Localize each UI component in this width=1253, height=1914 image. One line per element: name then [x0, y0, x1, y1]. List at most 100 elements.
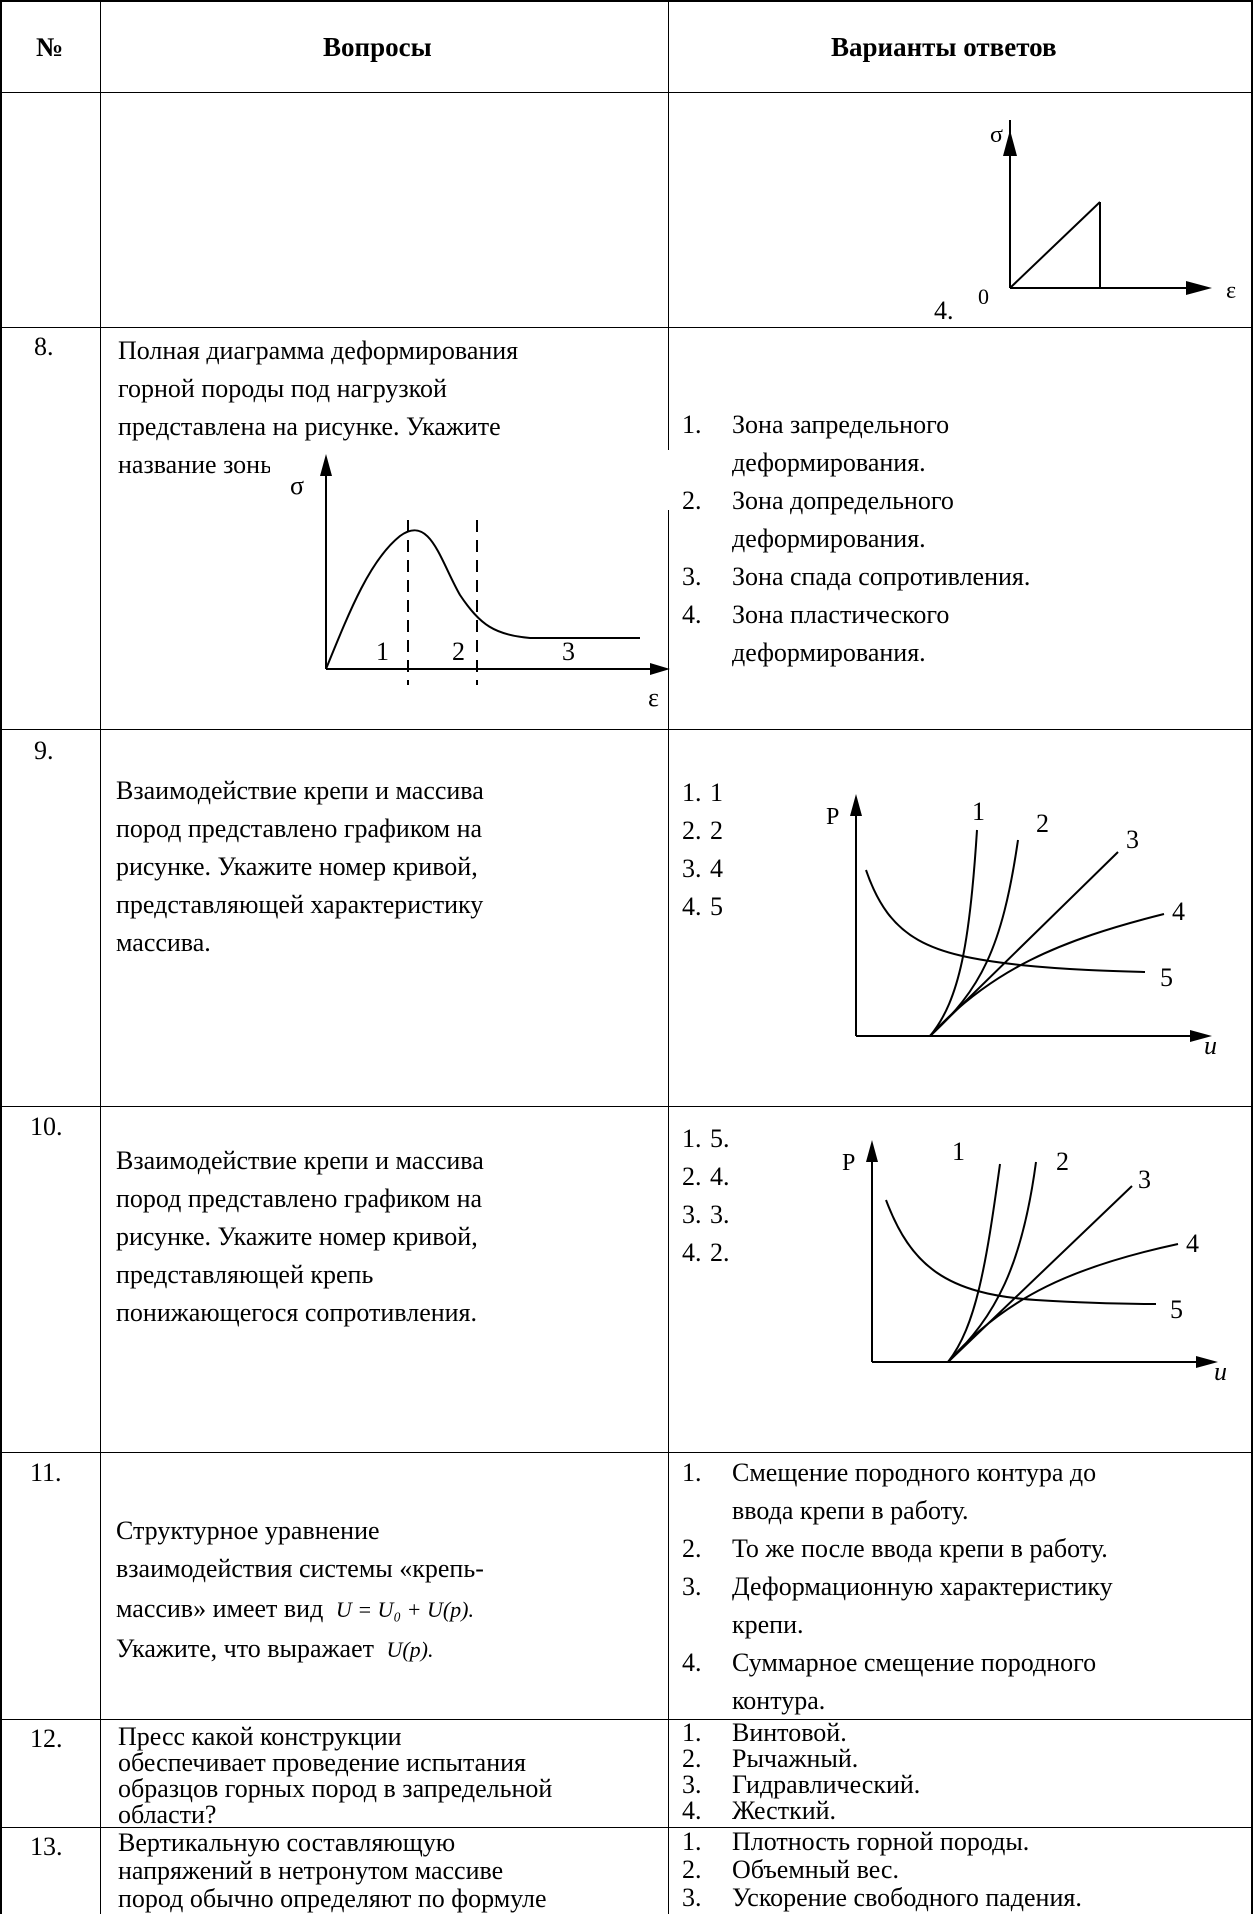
row8-zone-1-label: 1: [376, 637, 389, 666]
row11-question-line-4: Укажите, что выражает U(p).: [116, 1630, 434, 1669]
row9-y-axis-label: P: [826, 804, 839, 830]
row11-question-line-3: массив» имеет вид U = U₀ + U(p).: [116, 1590, 474, 1629]
row12-question-line-4: области?: [118, 1800, 217, 1829]
row10-answer-list: 1. 5. 2. 4. 3. 3. 4. 2.: [670, 1120, 820, 1272]
row9-question-line-1: Взаимодействие крепи и массива: [116, 776, 484, 805]
column-divider-1: [100, 0, 101, 1914]
row10-curve-4-label: 4: [1186, 1229, 1199, 1258]
row10-answer-4: 4. 2.: [682, 1238, 730, 1267]
row10-curve-1-label: 1: [952, 1137, 965, 1166]
row10-curve-3-label: 3: [1138, 1165, 1151, 1194]
column-divider-2: [668, 0, 669, 1914]
row10-answer-3: 3. 3.: [682, 1200, 730, 1229]
row12-answer-3: 3. Гидравлический.: [682, 1770, 921, 1799]
row8-zone-3-label: 3: [562, 637, 575, 666]
row9-curve-2-label: 2: [1036, 809, 1049, 838]
header-answers: Варианты ответов: [831, 32, 1057, 62]
row9-curve-1-label: 1: [972, 797, 985, 826]
header-questions: Вопросы: [323, 32, 432, 62]
row9-x-axis-label: u: [1204, 1031, 1217, 1060]
row-divider: [0, 1106, 1253, 1107]
row8-answer-3: 3. Зона спада сопротивления.: [682, 562, 1031, 591]
row7-origin-label: 0: [978, 284, 989, 309]
row11-answer-4: 4. Суммарное смещение породного контура.: [682, 1648, 1097, 1715]
row11-answer-2: 2. То же после ввода крепи в работу.: [682, 1534, 1108, 1563]
row10-number: 10.: [30, 1112, 63, 1141]
row-divider: [0, 1827, 1253, 1828]
row8-x-axis-label: ε: [648, 683, 659, 712]
row12-question-line-2: обеспечивает проведение испытания: [118, 1748, 527, 1777]
row11-formula: U = U₀ + U(p).: [335, 1597, 474, 1622]
row9-number: 9.: [34, 736, 54, 765]
row10-curve-2-label: 2: [1056, 1147, 1069, 1176]
row10-answer-2: 2. 4.: [682, 1162, 730, 1191]
row10-curve-5-label: 5: [1170, 1295, 1183, 1324]
row11-answer-1: 1. Смещение породного контура до ввода кре…: [682, 1458, 1097, 1525]
row12-question-line-3: образцов горных пород в запредельной: [118, 1774, 553, 1803]
row9-question-line-3: рисунке. Укажите номер кривой,: [116, 852, 478, 881]
row10-question-line-2: пород представлено графиком на: [116, 1184, 483, 1213]
row9-curve-3-label: 3: [1126, 825, 1139, 854]
row8-y-axis-label: σ: [290, 471, 304, 500]
row9-support-interaction-diagram: P u 1 2 3 4 5: [826, 794, 1217, 1060]
row12-answer-2: 2. Рычажный.: [682, 1744, 859, 1773]
row11-question-line-1: Структурное уравнение: [116, 1516, 380, 1545]
row12-answer-list: 1. Винтовой. 2. Рычажный. 3. Гидравлический…: [670, 1720, 1250, 1824]
row10-question-line-5: понижающегося сопротивления.: [116, 1298, 478, 1327]
row9-answer-3: 3. 4: [682, 854, 723, 883]
row9-answer-1: 1. 1: [682, 778, 723, 807]
row8-deformation-diagram: σ 1 2 3 ε: [270, 450, 670, 712]
row13-answer-1: 1. Плотность горной породы.: [682, 1827, 1030, 1856]
row11-question-tail: Укажите, что выражает: [116, 1634, 374, 1663]
row12-answer-1: 1. Винтовой.: [682, 1718, 847, 1747]
row7-stress-strain-diagram: σ ε 0: [978, 120, 1236, 309]
row7-y-axis-label: σ: [990, 122, 1003, 148]
row11-question-text: массив» имеет вид: [116, 1594, 324, 1623]
row8-question-line-1: Полная диаграмма деформирования: [118, 336, 519, 365]
row11-answer-3: 3. Деформационную характеристику крепи.: [682, 1572, 1113, 1639]
border-left: [0, 0, 2, 1914]
border-top: [0, 0, 1253, 2]
row13-answer-list: 1. Плотность горной породы. 2. Объемный ве…: [670, 1828, 1250, 1912]
row10-support-interaction-diagram: P u 1 2 3 4 5: [842, 1137, 1227, 1386]
row-divider: [0, 92, 1253, 93]
row7-x-axis-label: ε: [1226, 278, 1236, 304]
row9-answer-list: 1. 1 2. 2 3. 4 4. 5: [670, 774, 820, 926]
row13-question-line-2: напряжений в нетронутом массиве: [118, 1856, 504, 1885]
row11-formula-2: U(p).: [386, 1637, 434, 1662]
border-right: [1251, 0, 1253, 1914]
row10-y-axis-label: P: [842, 1150, 855, 1176]
row8-question-line-2: горной породы под нагрузкой: [118, 374, 447, 403]
row8-zone-2-label: 2: [452, 637, 465, 666]
row-divider: [0, 1452, 1253, 1453]
row9-curve-5-label: 5: [1160, 963, 1173, 992]
row13-question-line-1: Вертикальную составляющую: [118, 1828, 456, 1857]
row9-question-line-2: пород представлено графиком на: [116, 814, 483, 843]
row9-answer-4: 4. 5: [682, 892, 723, 921]
row12-question-line-1: Пресс какой конструкции: [118, 1722, 402, 1751]
row-divider: [0, 1719, 1253, 1720]
header-number: №: [36, 32, 64, 62]
row12-number: 12.: [30, 1724, 63, 1753]
row9-question-line-5: массива.: [116, 928, 211, 957]
row9-curve-4-label: 4: [1172, 897, 1185, 926]
row8-answer-1: 1. Зона запредельного деформирования.: [682, 410, 950, 477]
row7-option-label: 4.: [934, 296, 954, 325]
row10-question-line-4: представляющей крепь: [116, 1260, 374, 1289]
row8-question-line-3: представлена на рисунке. Укажите: [118, 412, 501, 441]
row13-question-line-3: пород обычно определяют по формуле: [118, 1884, 547, 1913]
row10-question-line-1: Взаимодействие крепи и массива: [116, 1146, 484, 1175]
row9-answer-2: 2. 2: [682, 816, 723, 845]
row10-x-axis-label: u: [1214, 1357, 1227, 1386]
row10-question-line-3: рисунке. Укажите номер кривой,: [116, 1222, 478, 1251]
row13-number: 13.: [30, 1832, 63, 1861]
row10-answer-1: 1. 5.: [682, 1124, 730, 1153]
row11-number: 11.: [30, 1458, 62, 1487]
row-divider: [0, 327, 1253, 328]
row9-question-line-4: представляющей характеристику: [116, 890, 484, 919]
row11-question-line-2: взаимодействия системы «крепь-: [116, 1554, 484, 1583]
row13-answer-2: 2. Объемный вес.: [682, 1855, 899, 1884]
row-divider: [0, 729, 1253, 730]
row8-answer-2: 2. Зона допредельного деформирования.: [682, 486, 954, 553]
